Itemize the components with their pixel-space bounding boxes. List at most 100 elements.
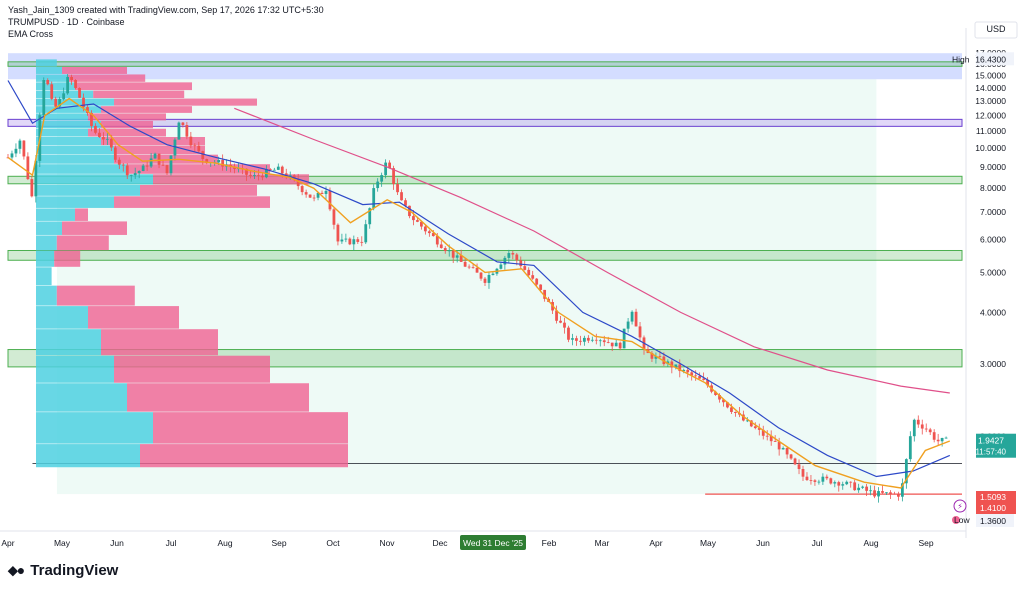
currency-label[interactable]: USD: [986, 24, 1006, 34]
candle-body: [276, 166, 280, 170]
vp-bar-down: [75, 208, 88, 221]
candle-body: [78, 87, 81, 98]
candle-body: [654, 356, 658, 359]
price-tick-label: 3.0000: [980, 359, 1006, 369]
brand: ⬥● TradingView: [8, 562, 118, 579]
candle-body: [66, 76, 70, 94]
candle-body: [94, 125, 97, 133]
candle-body: [117, 159, 121, 165]
time-tick-label: Jun: [110, 538, 124, 548]
vp-bar-down: [88, 113, 166, 121]
candle-body: [98, 132, 101, 138]
candle-body: [173, 139, 177, 156]
candle-body: [475, 267, 479, 273]
vp-bar-up: [36, 184, 140, 196]
candle-body: [189, 136, 193, 146]
candle-body: [451, 250, 455, 258]
candle-body: [749, 420, 753, 427]
time-tick-label: Oct: [326, 538, 340, 548]
vp-bar-up: [36, 196, 114, 208]
candle-body: [459, 255, 463, 262]
candle-body: [618, 342, 622, 349]
candle-body: [253, 174, 256, 176]
candle-body: [491, 273, 495, 275]
time-tick-label: Jul: [166, 538, 177, 548]
vp-bar-down: [93, 90, 185, 99]
candle-body: [197, 145, 201, 152]
vp-bar-up: [36, 66, 62, 74]
candle-body: [527, 269, 531, 276]
currency-box[interactable]: [974, 21, 1018, 39]
candle-body: [145, 165, 149, 167]
candle-body: [908, 436, 912, 460]
time-tick-label: Aug: [217, 538, 232, 548]
candle-body: [50, 84, 54, 99]
candle-body: [837, 482, 841, 486]
candle-body: [125, 165, 129, 176]
price-tick-label: 6.0000: [980, 235, 1006, 245]
candle-body: [916, 419, 920, 425]
vp-bar-up: [36, 329, 101, 356]
candle-body: [519, 260, 523, 267]
event-icon[interactable]: [952, 516, 960, 524]
candle-body: [877, 491, 880, 497]
flash-icon[interactable]: [953, 499, 967, 513]
symbol-line: TRUMPUSD · 1D · Coinbase: [8, 17, 125, 27]
candle-body: [765, 435, 769, 437]
indicator-name[interactable]: EMA Cross: [8, 29, 54, 39]
low-value-bg: [976, 514, 1014, 527]
candle-body: [137, 171, 141, 174]
candle-body: [515, 254, 519, 261]
vp-bar-up: [36, 306, 88, 329]
time-tick-label: Dec: [432, 538, 448, 548]
candle-body: [539, 284, 543, 290]
candle-body: [559, 320, 562, 323]
candle-body: [312, 197, 316, 199]
price-tick-label: 10.0000: [975, 143, 1006, 153]
price-tick-label: 11.0000: [976, 126, 1006, 136]
candle-body: [133, 173, 137, 176]
candle-body: [34, 160, 38, 197]
price-tick-label: 13.0000: [975, 96, 1006, 106]
candle-body: [90, 112, 93, 126]
vp-bar-up: [36, 120, 101, 129]
candle-body: [113, 147, 117, 160]
candle-body: [396, 184, 399, 193]
candle-body: [42, 79, 46, 116]
candle-body: [817, 481, 821, 483]
vp-bar-up: [36, 59, 57, 67]
vp-bar-up: [36, 128, 88, 137]
candle-body: [18, 140, 22, 149]
zone-resistance-2: [7, 118, 963, 127]
candle-body: [376, 181, 380, 189]
candle-body: [193, 145, 197, 147]
time-tick-label: May: [54, 538, 71, 548]
candle-body: [372, 188, 376, 209]
candle-body: [940, 437, 944, 442]
low-value: 1.3600: [980, 516, 1006, 526]
time-tick-label: Apr: [1, 538, 14, 548]
candle-body: [813, 480, 817, 482]
candle-body: [781, 448, 785, 450]
candle-body: [332, 209, 336, 225]
candle-body: [920, 424, 924, 429]
candle-body: [165, 165, 169, 174]
candle-body: [805, 476, 809, 481]
candle-body: [531, 275, 535, 279]
vp-bar-down: [75, 82, 192, 91]
candle-body: [205, 159, 209, 164]
candle-body: [404, 200, 407, 206]
candle-body: [602, 340, 606, 343]
last-price-bg: [976, 433, 1016, 458]
candle-body: [785, 448, 789, 455]
candle-body: [467, 266, 471, 268]
candle-body: [463, 261, 467, 267]
vp-bar-up: [36, 221, 62, 235]
vp-bar-up: [36, 74, 68, 82]
candle-body: [857, 487, 861, 491]
candle-body: [769, 435, 773, 442]
candle-body: [924, 428, 928, 430]
vp-bar-up: [36, 250, 55, 267]
price-tick-label: 12.0000: [975, 111, 1006, 121]
